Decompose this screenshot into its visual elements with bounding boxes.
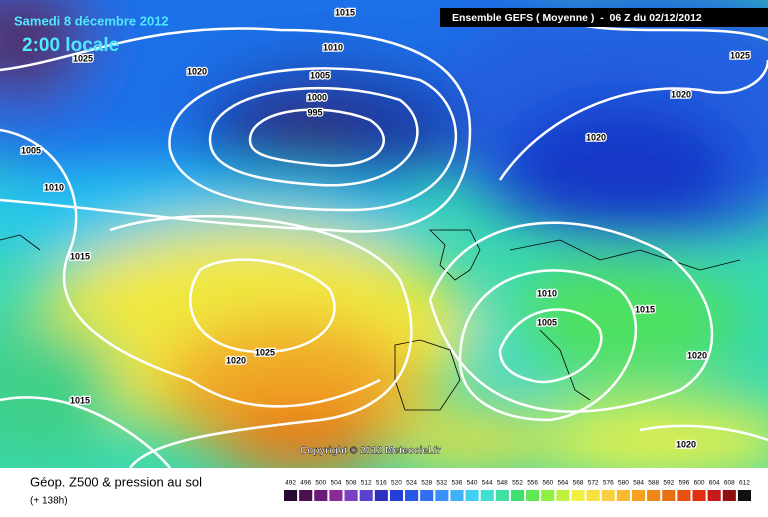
- run-box: [440, 8, 768, 27]
- legend-value: 572: [588, 480, 599, 487]
- legend-swatch: [692, 490, 706, 501]
- isobar-label: 1020: [586, 132, 606, 142]
- legend-value: 604: [709, 480, 720, 487]
- isobar-label: 1015: [335, 7, 355, 17]
- legend-swatch: [435, 490, 449, 501]
- legend-swatch: [329, 490, 343, 501]
- isobars: [0, 18, 768, 469]
- legend-value: 588: [648, 480, 659, 487]
- legend-value: 496: [300, 480, 311, 487]
- time: 2:00 locale: [22, 35, 119, 56]
- legend-value: 492: [285, 480, 296, 487]
- legend-value: 592: [663, 480, 674, 487]
- legend-value: 580: [618, 480, 629, 487]
- legend-swatch: [359, 490, 373, 501]
- legend-swatch: [480, 490, 494, 501]
- legend-value: 520: [391, 480, 402, 487]
- legend-swatch: [495, 490, 509, 501]
- legend-value: 584: [633, 480, 644, 487]
- legend-value: 564: [557, 480, 568, 487]
- isobar-label: 1005: [310, 70, 330, 80]
- isobar-label: 995: [307, 107, 322, 117]
- legend-swatch: [299, 490, 313, 501]
- legend-value: 612: [739, 480, 750, 487]
- legend: 492 496 500 504 508 512 516 520 524 528 532 536 540 5…: [284, 480, 751, 501]
- legend-swatch: [601, 490, 615, 501]
- isobar-label: 1010: [537, 288, 557, 298]
- legend-value: 528: [421, 480, 432, 487]
- footer-title: Géop. Z500 & pression au sol: [30, 474, 202, 489]
- legend-value: 516: [376, 480, 387, 487]
- date: Samedi 8 décembre 2012: [14, 13, 169, 28]
- legend-swatch: [450, 490, 464, 501]
- isobar-labels: 1015 1025 1020 1010 1005 1000 995 1005 1010 1015 1…: [20, 6, 752, 451]
- copyright: Copyright © 2012 Meteociel.fr: [300, 446, 441, 457]
- legend-value: 552: [512, 480, 523, 487]
- footer-lead: (+ 138h): [30, 496, 68, 507]
- legend-value: 540: [467, 480, 478, 487]
- legend-swatch: [556, 490, 570, 501]
- isobar-label: 1020: [687, 350, 707, 360]
- legend-swatch: [737, 490, 751, 501]
- legend-swatch: [465, 490, 479, 501]
- legend-value: 568: [573, 480, 584, 487]
- legend-swatch: [510, 490, 525, 501]
- legend-value: 508: [346, 480, 357, 487]
- isobar-label: 1010: [323, 42, 343, 52]
- legend-swatch: [420, 490, 434, 501]
- run-info: Ensemble GEFS ( Moyenne ) - 06 Z du 02/1…: [452, 12, 702, 24]
- legend-value: 600: [694, 480, 705, 487]
- isobar-label: 1010: [44, 182, 64, 192]
- legend-swatch: [647, 490, 661, 501]
- legend-swatch: [389, 490, 404, 501]
- legend-value: 608: [724, 480, 735, 487]
- legend-swatch: [405, 490, 419, 501]
- isobar-label: 1000: [307, 92, 327, 102]
- isobar-label: 1005: [537, 317, 557, 327]
- legend-value: 524: [406, 480, 417, 487]
- legend-value: 576: [603, 480, 614, 487]
- isobar-label: 1015: [635, 304, 655, 314]
- legend-value: 504: [331, 480, 342, 487]
- legend-swatch: [374, 490, 388, 501]
- isobar-label: 1020: [226, 355, 246, 365]
- isobar-label: 1005: [21, 145, 41, 155]
- isobar-label: 1015: [70, 251, 90, 261]
- legend-swatch: [541, 490, 555, 501]
- isobar-label: 1015: [70, 395, 90, 405]
- legend-swatch: [314, 490, 328, 501]
- legend-value: 500: [315, 480, 326, 487]
- legend-swatch: [526, 490, 540, 501]
- legend-swatch: [722, 490, 736, 501]
- legend-swatch: [284, 490, 298, 501]
- legend-value: 532: [436, 480, 447, 487]
- isobar-label: 1020: [671, 89, 691, 99]
- legend-value: 536: [452, 480, 463, 487]
- legend-value: 596: [678, 480, 689, 487]
- legend-swatch: [344, 490, 358, 501]
- legend-value: 560: [542, 480, 553, 487]
- isobar-label: 1020: [187, 66, 207, 76]
- isobar-label: 1020: [676, 439, 696, 449]
- legend-value: 512: [361, 480, 372, 487]
- legend-swatch: [586, 490, 600, 501]
- legend-value: 548: [497, 480, 508, 487]
- legend-swatch: [571, 490, 585, 501]
- coastlines: [0, 229, 741, 411]
- isobar-label: 1025: [730, 50, 750, 60]
- legend-swatch: [662, 490, 676, 501]
- isobar-label: 1025: [255, 347, 275, 357]
- legend-swatch: [631, 490, 646, 501]
- isobar-label: 1025: [73, 53, 93, 63]
- legend-value: 544: [482, 480, 493, 487]
- legend-swatch: [707, 490, 721, 501]
- legend-swatch: [616, 490, 630, 501]
- legend-value: 556: [527, 480, 538, 487]
- legend-swatch: [677, 490, 691, 501]
